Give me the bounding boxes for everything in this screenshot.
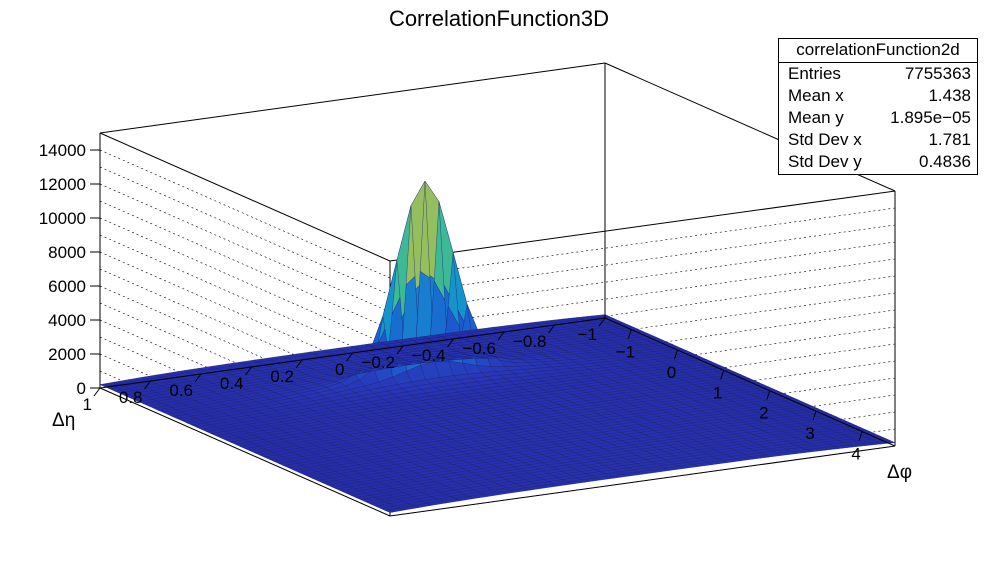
phi-axis-tick — [674, 349, 678, 360]
stats-value: 1.781 — [928, 130, 971, 149]
z-axis-tick-label: 10000 — [39, 209, 86, 228]
eta-axis-tick-label: 1 — [83, 395, 92, 414]
eta-axis-tick-label: 0.4 — [220, 374, 244, 393]
phi-axis-tick — [720, 370, 725, 380]
phi-axis-tick-label: 3 — [805, 424, 814, 443]
eta-axis-tick — [194, 373, 202, 383]
eta-axis-tick-label: 0.6 — [169, 381, 193, 400]
stats-box: correlationFunction2d Entries 7755363 Me… — [778, 38, 978, 175]
eta-axis-tick — [497, 331, 505, 341]
stats-label: Mean x — [788, 86, 844, 105]
eta-axis-tick — [93, 387, 101, 397]
phi-axis-tick — [858, 431, 863, 441]
z-axis-tick-label: 12000 — [39, 175, 86, 194]
stats-label: Entries — [788, 64, 841, 83]
phi-axis-tick — [812, 410, 817, 421]
phi-axis-tick-label: 0 — [667, 363, 676, 382]
stats-row-mean-y: Mean y 1.895e−05 — [779, 107, 977, 129]
z-axis-tick-label: 0 — [77, 379, 86, 398]
eta-axis-tick — [598, 317, 606, 327]
stats-row-stddev-y: Std Dev y 0.4836 — [779, 151, 977, 173]
stats-row-entries: Entries 7755363 — [779, 63, 977, 85]
stats-value: 7755363 — [904, 64, 971, 83]
stats-row-mean-x: Mean x 1.438 — [779, 85, 977, 107]
phi-axis-tick-label: 2 — [759, 404, 768, 423]
z-axis-tick-label: 8000 — [48, 243, 86, 262]
z-axis-tick-label: 2000 — [48, 345, 86, 364]
phi-axis-tick-label: 4 — [851, 444, 860, 463]
stats-label: Mean y — [788, 108, 844, 127]
phi-axis-title: Δφ — [887, 462, 912, 483]
top-left-edge — [99, 62, 606, 134]
eta-axis-tick-label: −0.2 — [361, 353, 395, 372]
phi-axis-tick-label: −1 — [616, 343, 635, 362]
stats-value: 1.438 — [928, 86, 971, 105]
eta-axis-tick-label: 0.2 — [270, 367, 294, 386]
eta-axis-tick — [144, 380, 151, 390]
stats-label: Std Dev x — [788, 130, 862, 149]
eta-axis-tick-label: −0.6 — [462, 339, 496, 358]
stats-value: 0.4836 — [919, 152, 971, 171]
eta-axis-tick — [447, 338, 454, 348]
eta-axis-tick-label: 0 — [335, 360, 344, 379]
eta-axis-tick — [295, 359, 303, 369]
phi-axis-tick — [766, 390, 771, 400]
stats-box-name: correlationFunction2d — [779, 39, 977, 63]
eta-axis-tick-label: 0.8 — [119, 388, 143, 407]
eta-axis-tick — [346, 352, 353, 362]
eta-axis-tick — [245, 366, 252, 376]
eta-axis-tick — [548, 324, 555, 334]
z-axis-tick-label: 6000 — [48, 277, 86, 296]
eta-axis-tick-label: −0.4 — [412, 346, 446, 365]
z-axis-tick-label: 14000 — [39, 141, 86, 160]
stats-value: 1.895e−05 — [890, 108, 971, 127]
chart-title: CorrelationFunction3D — [388, 6, 610, 31]
eta-axis-tick-label: −1 — [578, 325, 597, 344]
eta-axis-tick — [396, 345, 404, 355]
phi-axis-tick-label: 1 — [713, 383, 722, 402]
phi-axis-line — [604, 317, 896, 447]
stats-row-stddev-x: Std Dev x 1.781 — [779, 129, 977, 151]
z-axis-tick-label: 4000 — [48, 311, 86, 330]
eta-axis-title: Δη — [52, 410, 75, 431]
stats-label: Std Dev y — [788, 152, 862, 171]
eta-axis-tick-label: −0.8 — [513, 332, 547, 351]
phi-axis-tick — [627, 329, 632, 339]
